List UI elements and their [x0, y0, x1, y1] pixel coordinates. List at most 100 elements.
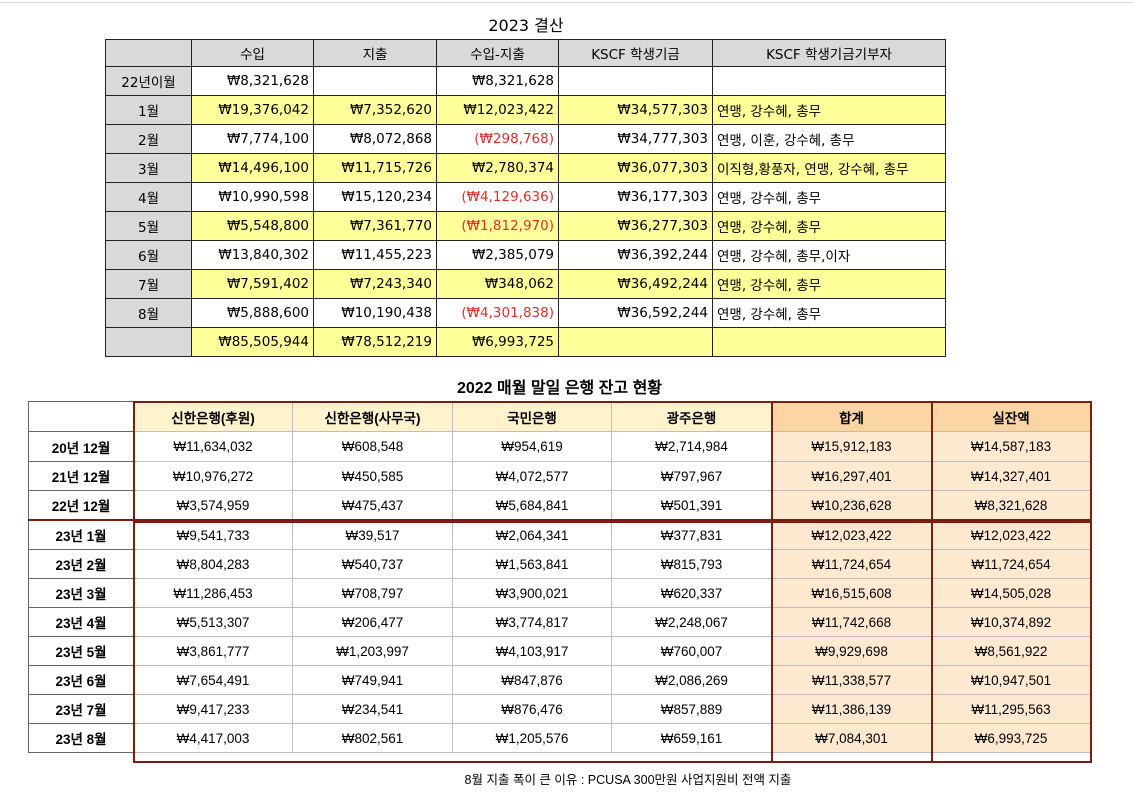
expense-cell: ₩7,352,620 [313, 95, 437, 125]
gwangju-cell: ₩815,793 [611, 549, 772, 579]
gwangju-cell: ₩760,007 [611, 636, 772, 666]
shinhan-office-cell: ₩802,561 [292, 723, 453, 753]
gwangju-cell: ₩797,967 [611, 461, 772, 491]
shinhan-donation-cell: ₩10,976,272 [133, 461, 293, 491]
expense-cell: ₩8,072,868 [313, 124, 437, 154]
shinhan-office-cell: ₩540,737 [292, 549, 453, 579]
actual-balance-cell: ₩8,561,922 [931, 636, 1091, 666]
expense-cell: ₩11,715,726 [313, 153, 437, 183]
header-fund-donors: KSCF 학생기금기부자 [712, 39, 946, 67]
bank-row: 20년 12월 ₩11,634,032 ₩608,548 ₩954,619 ₩2,714… [28, 431, 1091, 462]
difference-cell: ₩8,321,628 [436, 66, 559, 96]
gwangju-cell: ₩501,391 [611, 490, 772, 521]
student-fund-cell: ₩36,177,303 [558, 182, 713, 212]
expense-cell: ₩7,243,340 [313, 269, 437, 299]
bank-row: 23년 7월 ₩9,417,233 ₩234,541 ₩876,476 ₩857,889… [28, 694, 1091, 724]
actual-balance-cell: ₩6,993,725 [931, 723, 1091, 753]
total-cell: ₩11,742,668 [771, 607, 932, 637]
header-kookmin: 국민은행 [452, 401, 612, 432]
expense-cell: ₩10,190,438 [313, 298, 437, 328]
settlement-row: 5월 ₩5,548,800 ₩7,361,770 (₩1,812,970) ₩36,27… [105, 211, 946, 241]
bank-row-label: 21년 12월 [28, 461, 134, 491]
gwangju-cell: ₩2,714,984 [611, 431, 772, 462]
actual-balance-cell: ₩14,505,028 [931, 578, 1091, 608]
bank-row-label: 23년 1월 [28, 519, 134, 550]
total-cell: ₩12,023,422 [771, 519, 932, 550]
header-shinhan-donation: 신한은행(후원) [133, 401, 293, 432]
actual-balance-cell: ₩14,587,183 [931, 431, 1091, 462]
gwangju-cell: ₩2,086,269 [611, 665, 772, 695]
settlement-row: 4월 ₩10,990,598 ₩15,120,234 (₩4,129,636) ₩36,… [105, 182, 946, 212]
bank-row-label: 23년 5월 [28, 636, 134, 666]
header-total: 합계 [771, 401, 932, 432]
shinhan-donation-cell: ₩3,861,777 [133, 636, 293, 666]
student-fund-cell: ₩36,492,244 [558, 269, 713, 299]
income-cell: ₩13,840,302 [191, 240, 314, 270]
gwangju-cell: ₩2,248,067 [611, 607, 772, 637]
bank-row-label: 20년 12월 [28, 431, 134, 462]
shinhan-office-cell: ₩450,585 [292, 461, 453, 491]
bank-row: 23년 2월 ₩8,804,283 ₩540,737 ₩1,563,841 ₩815,7… [28, 549, 1091, 579]
kookmin-cell: ₩5,684,841 [452, 490, 612, 521]
shinhan-donation-cell: ₩8,804,283 [133, 549, 293, 579]
total-difference-cell: ₩6,993,725 [436, 327, 559, 357]
difference-cell: (₩4,301,838) [436, 298, 559, 328]
student-fund-cell: ₩36,592,244 [558, 298, 713, 328]
shinhan-donation-cell: ₩5,513,307 [133, 607, 293, 637]
shinhan-office-cell: ₩1,203,997 [292, 636, 453, 666]
shinhan-office-cell: ₩475,437 [292, 490, 453, 521]
bank-row: 22년 12월 ₩3,574,959 ₩475,437 ₩5,684,841 ₩501,… [28, 490, 1091, 521]
shinhan-office-cell: ₩749,941 [292, 665, 453, 695]
total-cell: ₩15,912,183 [771, 431, 932, 462]
actual-balance-cell: ₩11,295,563 [931, 694, 1091, 724]
settlement-row: 1월 ₩19,376,042 ₩7,352,620 ₩12,023,422 ₩34,57… [105, 95, 946, 125]
settlement-header-row: 수입 지출 수입-지출 KSCF 학생기금 KSCF 학생기금기부자 [105, 39, 946, 67]
expense-cell: ₩11,455,223 [313, 240, 437, 270]
difference-cell: ₩2,780,374 [436, 153, 559, 183]
kookmin-cell: ₩3,774,817 [452, 607, 612, 637]
header-shinhan-office: 신한은행(사무국) [292, 401, 453, 432]
actual-balance-cell: ₩14,327,401 [931, 461, 1091, 491]
income-cell: ₩7,591,402 [191, 269, 314, 299]
student-fund-cell [558, 66, 713, 96]
shinhan-office-cell: ₩39,517 [292, 519, 453, 550]
bank-row-label: 23년 3월 [28, 578, 134, 608]
total-cell: ₩7,084,301 [771, 723, 932, 753]
month-label: 8월 [105, 298, 192, 328]
kookmin-cell: ₩4,072,577 [452, 461, 612, 491]
settlement-total-row: ₩85,505,944 ₩78,512,219 ₩6,993,725 [105, 327, 946, 357]
student-fund-cell: ₩36,277,303 [558, 211, 713, 241]
income-cell: ₩10,990,598 [191, 182, 314, 212]
bank-row: 23년 4월 ₩5,513,307 ₩206,477 ₩3,774,817 ₩2,248… [28, 607, 1091, 637]
actual-balance-cell: ₩12,023,422 [931, 519, 1091, 550]
total-expense-cell: ₩78,512,219 [313, 327, 437, 357]
bank-balance-title: 2022 매월 말일 은행 잔고 현황 [456, 380, 663, 397]
settlement-row: 7월 ₩7,591,402 ₩7,243,340 ₩348,062 ₩36,492,24… [105, 269, 946, 299]
header-actual-balance: 실잔액 [931, 401, 1091, 432]
actual-balance-cell: ₩10,947,501 [931, 665, 1091, 695]
kookmin-cell: ₩876,476 [452, 694, 612, 724]
income-cell: ₩5,888,600 [191, 298, 314, 328]
settlement-row: 6월 ₩13,840,302 ₩11,455,223 ₩2,385,079 ₩36,39… [105, 240, 946, 270]
header-label-cell [105, 39, 192, 67]
expense-cell: ₩15,120,234 [313, 182, 437, 212]
total-cell: ₩16,515,608 [771, 578, 932, 608]
income-cell: ₩7,774,100 [191, 124, 314, 154]
bank-row: 23년 8월 ₩4,417,003 ₩802,561 ₩1,205,576 ₩659,1… [28, 723, 1091, 753]
shinhan-office-cell: ₩206,477 [292, 607, 453, 637]
donors-cell [712, 66, 946, 96]
shinhan-donation-cell: ₩11,286,453 [133, 578, 293, 608]
bank-balance-table: 신한은행(후원) 신한은행(사무국) 국민은행 광주은행 합계 실잔액 20년 … [28, 401, 1091, 753]
total-cell: ₩16,297,401 [771, 461, 932, 491]
student-fund-cell: ₩34,777,303 [558, 124, 713, 154]
gwangju-cell: ₩620,337 [611, 578, 772, 608]
income-cell: ₩5,548,800 [191, 211, 314, 241]
shinhan-office-cell: ₩608,548 [292, 431, 453, 462]
donors-cell: 연맹, 강수혜, 총무,이자 [712, 240, 946, 270]
student-fund-cell: ₩36,077,303 [558, 153, 713, 183]
month-label: 6월 [105, 240, 192, 270]
bank-row-label: 23년 8월 [28, 723, 134, 753]
bank-row-label: 23년 7월 [28, 694, 134, 724]
donors-cell: 연맹, 강수혜, 총무 [712, 269, 946, 299]
month-label: 2월 [105, 124, 192, 154]
